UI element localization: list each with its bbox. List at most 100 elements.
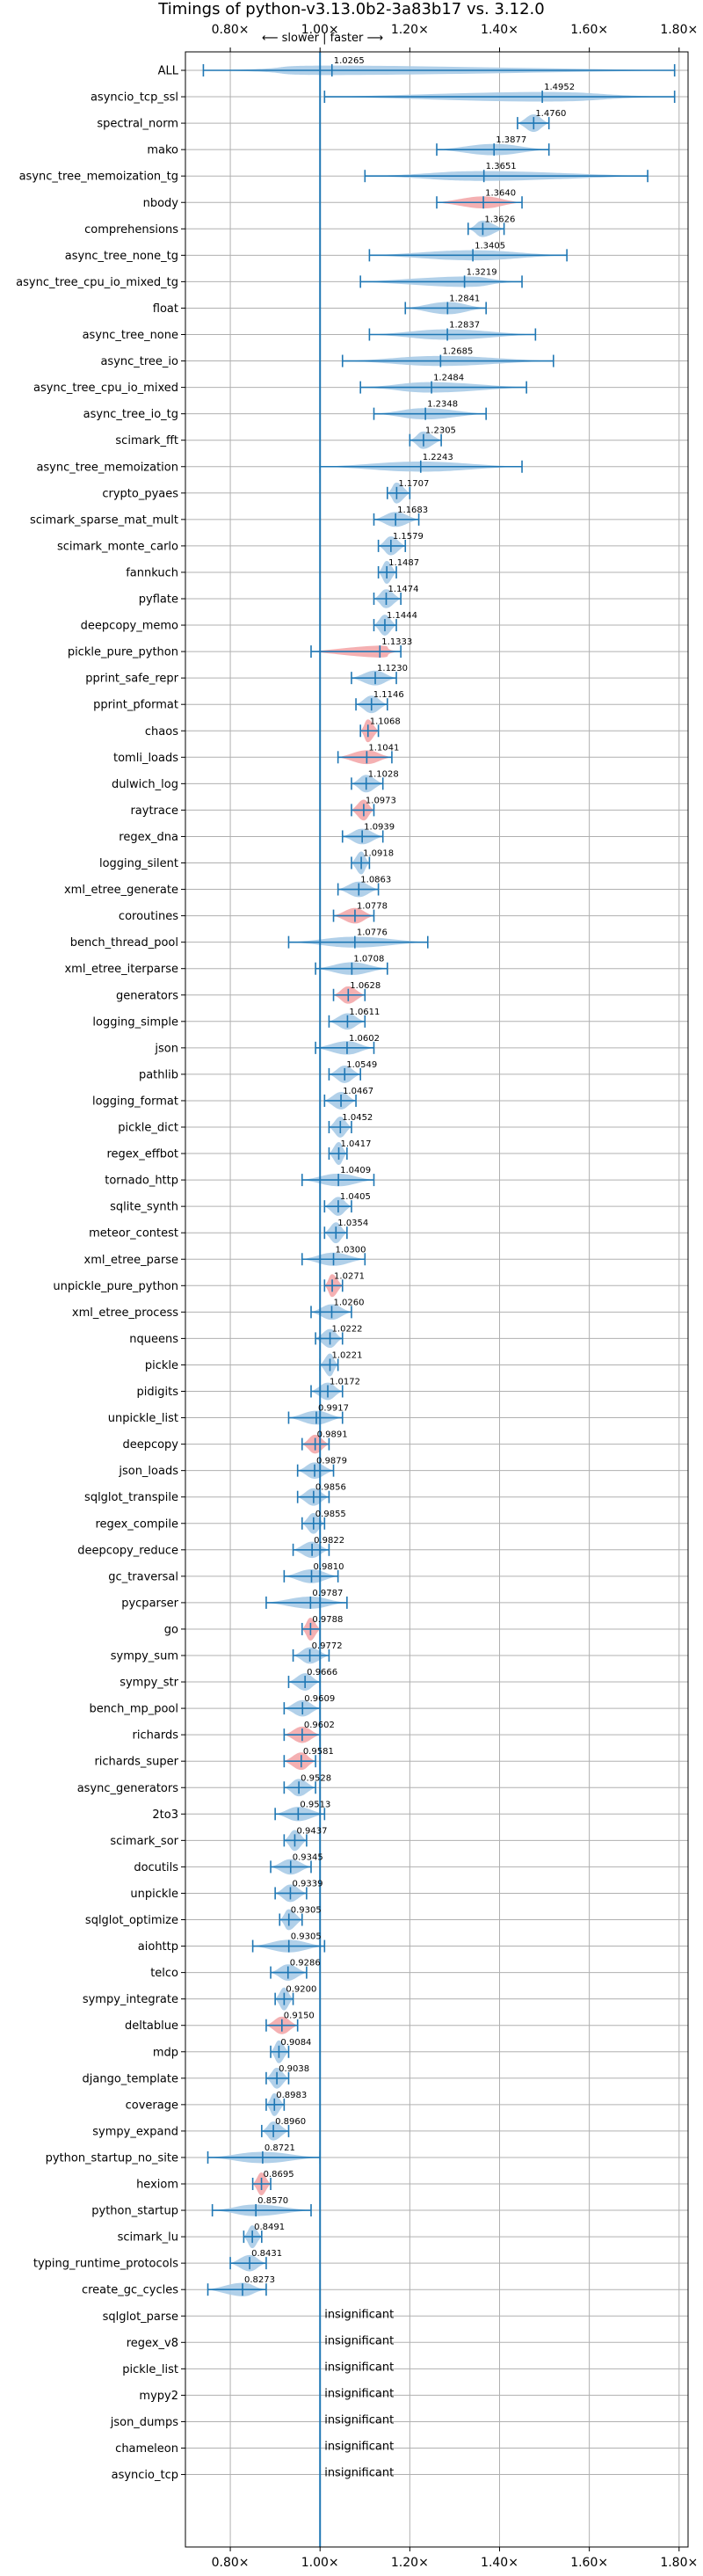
value-label: 1.0467 xyxy=(343,1087,373,1096)
labels: 0.80× 0.80× 1.00× 1.00× 1.20× 1.20× 1.40× 1.40×… xyxy=(16,23,698,2570)
benchmark-label: xml_etree_process xyxy=(72,1306,178,1320)
benchmark-label: tomli_loads xyxy=(113,752,178,765)
benchmark-label: raytrace xyxy=(130,804,178,818)
value-label: 0.8721 xyxy=(265,2143,295,2153)
value-label: 0.9528 xyxy=(301,1773,331,1783)
benchmark-label: richards xyxy=(133,1729,179,1743)
benchmark-label: go xyxy=(164,1623,178,1636)
benchmark-label: scimark_fft xyxy=(115,434,178,448)
value-label: 1.0549 xyxy=(346,1060,377,1070)
benchmark-label: fannkuch xyxy=(126,566,178,579)
value-label: 1.0611 xyxy=(349,1008,380,1017)
value-label: 0.8431 xyxy=(251,2249,282,2259)
benchmark-label: json_loads xyxy=(118,1465,178,1478)
x-tick-label-bottom: 1.60× xyxy=(570,2556,608,2570)
benchmark-label: unpickle_list xyxy=(108,1412,178,1425)
x-tick-label-bottom: 1.20× xyxy=(391,2556,429,2570)
value-label: 1.0260 xyxy=(333,1298,364,1307)
value-label: 0.9038 xyxy=(279,2064,309,2074)
benchmark-label: async_tree_cpu_io_mixed_tg xyxy=(16,276,178,289)
benchmark-label: meteor_contest xyxy=(89,1227,178,1241)
benchmark-label: typing_runtime_protocols xyxy=(33,2258,178,2271)
value-label: 0.9602 xyxy=(304,1721,335,1730)
benchmark-label: logging_simple xyxy=(92,1015,178,1029)
benchmark-label: comprehensions xyxy=(84,223,178,236)
x-tick-label-top: 1.60× xyxy=(570,23,608,37)
value-label: 0.9305 xyxy=(291,1932,322,1942)
value-label: 1.0939 xyxy=(364,822,395,832)
benchmark-label: nqueens xyxy=(129,1333,178,1346)
benchmark-label: regex_dna xyxy=(119,831,178,844)
benchmark-label: sympy_sum xyxy=(111,1650,178,1663)
value-label: 0.8983 xyxy=(276,2091,307,2100)
benchmark-label: sqlglot_parse xyxy=(103,2310,178,2324)
value-label: 0.8491 xyxy=(254,2223,285,2232)
insignificant-label: insignificant xyxy=(324,2413,394,2427)
value-label: 1.2685 xyxy=(442,347,473,357)
value-label: 1.3651 xyxy=(486,162,517,171)
value-label: 1.0973 xyxy=(366,796,396,805)
benchmark-label: mdp xyxy=(153,2046,178,2059)
benchmark-label: spectral_norm xyxy=(97,118,178,131)
value-label: 0.9856 xyxy=(315,1483,346,1493)
benchmark-label: float xyxy=(153,302,178,316)
benchmark-label: sqlglot_transpile xyxy=(84,1491,178,1504)
value-label: 0.9666 xyxy=(307,1668,337,1677)
benchmark-label: docutils xyxy=(134,1861,178,1874)
value-label: 1.0452 xyxy=(342,1113,373,1123)
benchmark-label: async_tree_io xyxy=(100,355,178,368)
x-tick-label-top: 1.00× xyxy=(301,23,339,37)
benchmark-label: regex_compile xyxy=(95,1517,178,1531)
value-label: 0.9810 xyxy=(314,1562,344,1572)
benchmark-label: async_tree_memoization_tg xyxy=(19,171,178,184)
benchmark-label: sympy_integrate xyxy=(83,1993,178,2006)
value-label: 1.2484 xyxy=(433,374,464,383)
benchmark-label: scimark_sparse_mat_mult xyxy=(30,513,178,527)
insignificant-label: insignificant xyxy=(324,2361,394,2374)
benchmark-label: deepcopy_reduce xyxy=(77,1544,178,1557)
value-label: 1.1487 xyxy=(388,558,419,568)
value-label: 0.8960 xyxy=(275,2117,306,2127)
value-label: 1.1333 xyxy=(381,637,412,647)
x-tick-label-bottom: 1.00× xyxy=(301,2556,339,2570)
value-label: 0.9822 xyxy=(314,1536,344,1546)
x-tick-label-bottom: 1.40× xyxy=(481,2556,518,2570)
benchmark-label: regex_v8 xyxy=(127,2337,178,2350)
benchmark-label: logging_format xyxy=(92,1095,178,1108)
benchmark-label: hexiom xyxy=(136,2179,178,2192)
benchmark-label: async_generators xyxy=(77,1782,179,1795)
value-label: 1.0778 xyxy=(357,902,388,912)
benchmark-label: pickle xyxy=(145,1359,178,1372)
x-tick-label-top: 1.40× xyxy=(481,23,518,37)
benchmark-label: deepcopy_memo xyxy=(81,620,178,633)
value-label: 0.9609 xyxy=(304,1694,335,1704)
value-label: 1.0405 xyxy=(340,1192,371,1202)
value-label: 1.2841 xyxy=(449,294,480,303)
value-label: 0.9855 xyxy=(315,1510,346,1519)
value-label: 0.9084 xyxy=(280,2038,311,2048)
value-label: 1.3640 xyxy=(485,188,516,198)
value-label: 0.9200 xyxy=(286,1985,316,1995)
benchmark-label: pprint_safe_repr xyxy=(85,673,178,686)
benchmark-label: bench_mp_pool xyxy=(89,1703,178,1716)
benchmark-label: coroutines xyxy=(119,910,178,923)
benchmark-label: sqlite_synth xyxy=(110,1201,178,1214)
value-label: 0.9891 xyxy=(317,1430,348,1440)
value-label: 1.4952 xyxy=(544,83,575,92)
benchmark-label: django_template xyxy=(83,2072,178,2085)
value-label: 1.3219 xyxy=(467,267,497,277)
x-tick-label-bottom: 1.80× xyxy=(660,2556,698,2570)
benchmark-label: chameleon xyxy=(115,2442,178,2456)
value-label: 1.0354 xyxy=(337,1219,368,1228)
benchmark-label: chaos xyxy=(145,725,178,739)
benchmark-label: unpickle_pure_python xyxy=(53,1280,178,1293)
value-label: 1.1028 xyxy=(368,769,399,779)
value-label: 1.4760 xyxy=(535,109,566,119)
value-label: 0.9286 xyxy=(290,1959,321,1968)
value-label: 1.1707 xyxy=(398,479,429,489)
benchmark-label: xml_etree_iterparse xyxy=(64,963,178,976)
benchmark-label: async_tree_none_tg xyxy=(65,250,178,263)
value-label: 1.1146 xyxy=(373,690,404,700)
